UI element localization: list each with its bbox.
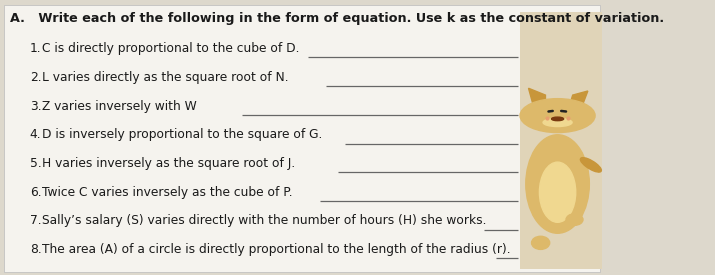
- Text: 2.: 2.: [30, 71, 41, 84]
- FancyBboxPatch shape: [520, 12, 602, 269]
- Text: 4.: 4.: [30, 128, 41, 141]
- Text: L varies directly as the square root of N.: L varies directly as the square root of …: [42, 71, 288, 84]
- Text: A.   Write each of the following in the form of equation. Use k as the constant : A. Write each of the following in the fo…: [10, 12, 664, 25]
- Text: 1.: 1.: [30, 42, 41, 55]
- Text: 3.: 3.: [30, 100, 41, 112]
- Ellipse shape: [531, 236, 550, 249]
- Text: D is inversely proportional to the square of G.: D is inversely proportional to the squar…: [42, 128, 322, 141]
- Ellipse shape: [551, 117, 563, 121]
- Text: Sally’s salary (S) varies directly with the number of hours (H) she works.: Sally’s salary (S) varies directly with …: [42, 214, 486, 227]
- Text: 6.: 6.: [30, 186, 41, 199]
- Ellipse shape: [581, 158, 601, 172]
- Ellipse shape: [543, 118, 572, 126]
- Text: Twice C varies inversely as the cube of P.: Twice C varies inversely as the cube of …: [42, 186, 292, 199]
- FancyBboxPatch shape: [4, 5, 600, 272]
- Text: 5.: 5.: [30, 157, 41, 170]
- Polygon shape: [570, 91, 588, 110]
- Text: C is directly proportional to the cube of D.: C is directly proportional to the cube o…: [42, 42, 300, 55]
- Text: H varies inversely as the square root of J.: H varies inversely as the square root of…: [42, 157, 295, 170]
- Text: 7.: 7.: [30, 214, 41, 227]
- Text: 8.: 8.: [30, 243, 41, 256]
- Ellipse shape: [566, 214, 583, 225]
- Polygon shape: [528, 88, 546, 110]
- Text: Z varies inversely with W: Z varies inversely with W: [42, 100, 197, 112]
- Ellipse shape: [539, 162, 576, 222]
- Circle shape: [520, 99, 595, 133]
- Text: The area (A) of a circle is directly proportional to the length of the radius (r: The area (A) of a circle is directly pro…: [42, 243, 511, 256]
- Ellipse shape: [526, 135, 589, 233]
